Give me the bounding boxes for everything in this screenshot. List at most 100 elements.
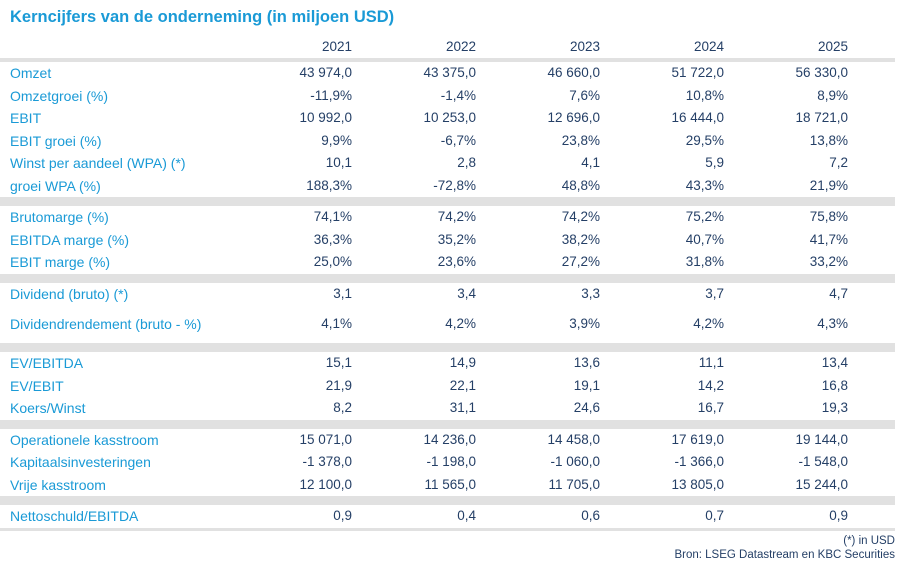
value-cell: 3,1	[333, 285, 352, 301]
value-cell: 19 144,0	[795, 431, 848, 447]
value-cell: -1 198,0	[426, 454, 476, 470]
value-cell: 17 619,0	[671, 431, 724, 447]
value-cell: 21,9%	[809, 177, 848, 193]
value-cell: 75,2%	[685, 209, 724, 225]
row-label: Winst per aandeel (WPA) (*)	[10, 155, 186, 172]
table-row: Koers/Winst 8,2 31,1 24,6 16,7 19,3	[0, 397, 895, 420]
spacer-cell	[848, 451, 895, 474]
value-cell: 35,2%	[437, 231, 476, 247]
value-cell: 56 330,0	[795, 65, 848, 81]
value-cell: 4,7	[829, 285, 848, 301]
row-label: groei WPA (%)	[10, 177, 101, 194]
value-cell: 10,1	[325, 155, 352, 171]
value-cell: 48,8%	[561, 177, 600, 193]
value-cell: 12 100,0	[299, 476, 352, 492]
value-cell: 0,7	[600, 505, 724, 531]
year-header: 2025	[724, 36, 848, 62]
value-cell: 19,1	[573, 377, 600, 393]
value-cell: 13,6	[573, 355, 600, 371]
value-cell: -1 378,0	[302, 454, 352, 470]
table-row: Dividendrendement (bruto - %) 4,1% 4,2% 3,9…	[0, 305, 895, 343]
value-cell: 10 253,0	[423, 110, 476, 126]
year-header: 2021	[228, 36, 352, 62]
group-separator	[0, 197, 895, 206]
value-cell: 74,1%	[313, 209, 352, 225]
year-header: 2023	[476, 36, 600, 62]
spacer-cell	[848, 85, 895, 108]
value-cell: 8,2	[333, 400, 352, 416]
value-cell: -1 060,0	[550, 454, 600, 470]
value-cell: 10 992,0	[299, 110, 352, 126]
separator-band	[0, 343, 895, 352]
table-row: Brutomarge (%) 74,1% 74,2% 74,2% 75,2% 75,8%	[0, 206, 895, 229]
value-cell: 74,2%	[437, 209, 476, 225]
value-cell: 4,1%	[321, 316, 352, 331]
spacer-cell	[848, 36, 895, 62]
value-cell: 33,2%	[809, 254, 848, 270]
value-cell: 43,3%	[685, 177, 724, 193]
value-cell: 5,9	[705, 155, 724, 171]
value-cell: 15,1	[325, 355, 352, 371]
header-row: 2021 2022 2023 2024 2025	[0, 36, 895, 62]
value-cell: 0,9	[228, 505, 352, 531]
value-cell: 46 660,0	[547, 65, 600, 81]
value-cell: 3,9%	[569, 316, 600, 331]
value-cell: 4,1	[581, 155, 600, 171]
table-row: groei WPA (%) 188,3% -72,8% 48,8% 43,3% 21,9%	[0, 175, 895, 198]
value-cell: 14,2	[697, 377, 724, 393]
value-cell: 41,7%	[809, 231, 848, 247]
value-cell: 188,3%	[306, 177, 352, 193]
table-title: Kerncijfers van de onderneming (in miljo…	[10, 8, 395, 26]
value-cell: 23,8%	[561, 132, 600, 148]
table-row: Nettoschuld/EBITDA 0,9 0,4 0,6 0,7 0,9	[0, 505, 895, 531]
row-label: Koers/Winst	[10, 400, 86, 417]
value-cell: 11 565,0	[424, 476, 476, 492]
spacer-cell	[848, 206, 895, 229]
value-cell: 0,4	[352, 505, 476, 531]
table-row: EBIT 10 992,0 10 253,0 12 696,0 16 444,0 18 7…	[0, 107, 895, 130]
value-cell: 14 458,0	[547, 431, 600, 447]
spacer-cell	[848, 251, 895, 274]
spacer-cell	[848, 474, 895, 497]
value-cell: 14,9	[449, 355, 476, 371]
table-row: EBIT marge (%) 25,0% 23,6% 27,2% 31,8% 33,2%	[0, 251, 895, 274]
value-cell: 13 805,0	[671, 476, 724, 492]
table-row: Vrije kasstroom 12 100,0 11 565,0 11 705,0 1…	[0, 474, 895, 497]
group-separator	[0, 419, 895, 429]
year-header: 2024	[600, 36, 724, 62]
group-separator	[0, 496, 895, 505]
row-label: Dividend (bruto) (*)	[10, 285, 129, 302]
value-cell: 74,2%	[561, 209, 600, 225]
row-label: Operationele kasstroom	[10, 431, 159, 448]
separator-band	[0, 419, 895, 429]
table-row: EBITDA marge (%) 36,3% 35,2% 38,2% 40,7% 41,7…	[0, 229, 895, 252]
footnote: (*) in USD	[843, 535, 895, 547]
value-cell: -6,7%	[440, 132, 476, 148]
value-cell: 3,4	[457, 285, 476, 301]
value-cell: 51 722,0	[671, 65, 724, 81]
header-label-cell	[0, 36, 228, 62]
value-cell: 7,6%	[569, 87, 600, 103]
value-cell: 12 696,0	[547, 110, 600, 126]
value-cell: 15 071,0	[299, 431, 352, 447]
value-cell: 40,7%	[685, 231, 724, 247]
value-cell: 16,8	[821, 377, 848, 393]
value-cell: 22,1	[449, 377, 476, 393]
row-label: Brutomarge (%)	[10, 209, 109, 226]
row-label: Omzet	[10, 65, 52, 82]
group-separator	[0, 343, 895, 352]
value-cell: 25,0%	[313, 254, 352, 270]
value-cell: 19,3	[821, 400, 848, 416]
value-cell: 43 375,0	[423, 65, 476, 81]
spacer-cell	[848, 60, 895, 85]
value-cell: 16,7	[697, 400, 724, 416]
value-cell: 11 705,0	[548, 476, 600, 492]
spacer-cell	[848, 130, 895, 153]
spacer-cell	[848, 152, 895, 175]
value-cell: 8,9%	[817, 87, 848, 103]
value-cell: 21,9	[325, 377, 352, 393]
value-cell: 18 721,0	[795, 110, 848, 126]
value-cell: 4,3%	[817, 316, 848, 331]
value-cell: 24,6	[573, 400, 600, 416]
spacer-cell	[848, 505, 895, 531]
